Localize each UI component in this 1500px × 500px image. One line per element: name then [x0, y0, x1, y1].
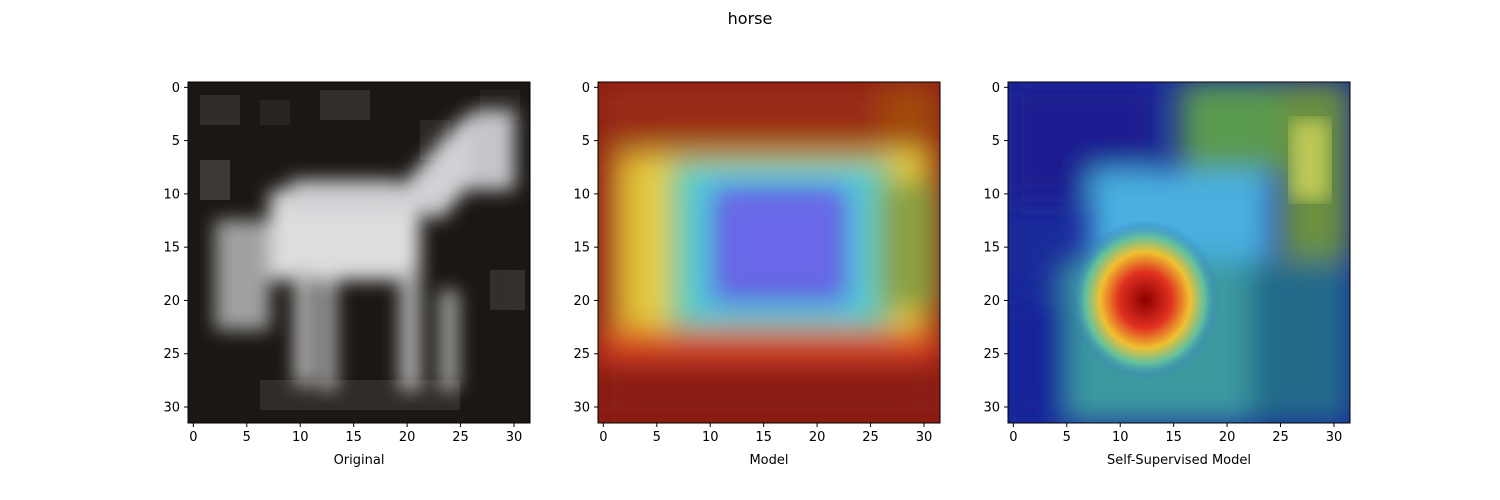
x-tick-label: 5: [653, 430, 661, 445]
panel-label-model: Model: [749, 453, 788, 468]
y-tick-label: 20: [573, 294, 590, 309]
x-tick-label: 20: [809, 430, 826, 445]
y-tick-label: 30: [573, 401, 590, 416]
axes-frame: [1007, 81, 1351, 424]
y-tick-label: 0: [992, 81, 1000, 96]
y-tick-label: 10: [983, 187, 1000, 202]
y-tick-label: 20: [163, 294, 180, 309]
y-tick-label: 15: [163, 241, 180, 256]
x-tick-label: 10: [292, 430, 309, 445]
x-tick-label: 10: [702, 430, 719, 445]
y-tick-label: 30: [163, 401, 180, 416]
panel-original: 0 5 10 15 20 25 30 0 5 10 15 20 25 30 Original: [163, 81, 531, 468]
y-tick-label: 0: [582, 81, 590, 96]
x-tick-label: 25: [1272, 430, 1289, 445]
x-tick-label: 30: [1326, 430, 1343, 445]
y-tick-label: 5: [992, 134, 1000, 149]
x-tick-label: 15: [1165, 430, 1182, 445]
panel-label-original: Original: [334, 453, 385, 468]
x-tick-label: 30: [916, 430, 933, 445]
y-tick-label: 5: [172, 134, 180, 149]
y-tick-label: 25: [573, 347, 590, 362]
x-tick-label: 5: [1063, 430, 1071, 445]
original-image: [188, 82, 530, 423]
y-tick-label: 25: [163, 347, 180, 362]
x-tick-label: 5: [243, 430, 251, 445]
x-tick-label: 0: [1009, 430, 1017, 445]
axes-frame: [597, 81, 941, 424]
figure-title: horse: [728, 9, 773, 28]
y-tick-label: 0: [172, 81, 180, 96]
y-tick-label: 10: [573, 187, 590, 202]
model-heatmap: [598, 82, 940, 423]
panel-self-supervised-model: 0 5 10 15 20 25 30 0 5 10 15 20 25 30 Self-Supervise…: [983, 81, 1351, 468]
self-supervised-heatmap: [1008, 82, 1350, 423]
x-tick-label: 15: [345, 430, 362, 445]
y-tick-label: 15: [983, 241, 1000, 256]
y-tick-label: 5: [582, 134, 590, 149]
panel-model: 0 5 10 15 20 25 30 0 5 10 15 20 25 30 Model: [573, 81, 941, 468]
x-tick-label: 20: [399, 430, 416, 445]
panel-label-self-supervised-model: Self-Supervised Model: [1107, 453, 1251, 468]
y-tick-label: 10: [163, 187, 180, 202]
x-tick-label: 25: [862, 430, 879, 445]
axes-frame: [187, 81, 531, 424]
x-tick-label: 20: [1219, 430, 1236, 445]
x-tick-label: 0: [599, 430, 607, 445]
x-tick-label: 15: [755, 430, 772, 445]
y-tick-label: 20: [983, 294, 1000, 309]
x-tick-label: 30: [506, 430, 523, 445]
y-tick-label: 25: [983, 347, 1000, 362]
y-tick-label: 15: [573, 241, 590, 256]
x-tick-label: 25: [452, 430, 469, 445]
x-tick-label: 10: [1112, 430, 1129, 445]
x-tick-label: 0: [189, 430, 197, 445]
y-tick-label: 30: [983, 401, 1000, 416]
